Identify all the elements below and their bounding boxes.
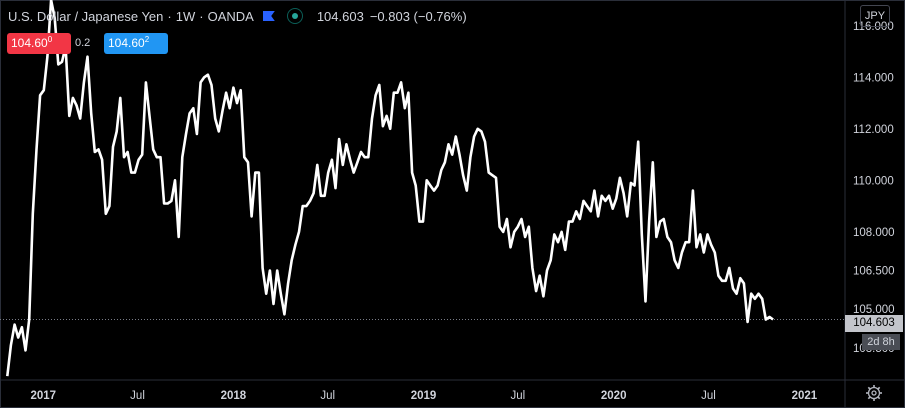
exchange-label[interactable]: OANDA: [207, 8, 254, 24]
symbol-header: U.S. Dollar / Japanese Yen · 1W · OANDA …: [8, 7, 467, 25]
currency-button[interactable]: JPY: [860, 5, 890, 27]
gear-icon[interactable]: [865, 384, 883, 402]
y-tick-label: 110.000: [853, 175, 894, 187]
separator: ·: [167, 8, 172, 24]
buy-button[interactable]: 104.602: [104, 33, 168, 54]
series-line-usdjpy: [6, 0, 774, 377]
buy-price-fraction: 2: [144, 35, 150, 44]
last-price: 104.603: [316, 8, 364, 24]
sell-price-fraction: 0: [47, 35, 53, 44]
y-tick-label: 105.000: [853, 304, 895, 316]
buy-price: 104.60: [108, 36, 145, 50]
y-tick-label: 112.000: [853, 124, 894, 136]
x-tick-label: 2020: [601, 390, 627, 402]
x-tick-label: 2019: [411, 390, 437, 402]
spread-value: 0.2: [75, 37, 91, 49]
last-price-label: 104.603: [845, 315, 903, 332]
x-tick-label: 2021: [792, 390, 818, 402]
x-tick-label: 2017: [30, 390, 56, 402]
x-tick-label: Jul: [510, 390, 525, 402]
x-tick-label: 2018: [221, 390, 247, 402]
x-tick-label: Jul: [320, 390, 335, 402]
market-status-icon[interactable]: [286, 8, 303, 24]
flag-icon[interactable]: [262, 11, 275, 21]
sell-price: 104.60: [11, 36, 48, 50]
separator: ·: [199, 8, 204, 24]
y-tick-label: 106.500: [853, 266, 895, 278]
y-tick-label: 108.000: [853, 227, 895, 239]
x-tick-label: Jul: [701, 390, 716, 402]
price-change: −0.803 (−0.76%): [369, 8, 467, 24]
sell-button[interactable]: 104.600: [7, 33, 71, 54]
symbol-name[interactable]: U.S. Dollar / Japanese Yen: [8, 8, 164, 24]
bar-countdown: 2d 8h: [862, 334, 900, 350]
x-tick-label: Jul: [130, 390, 145, 402]
interval-label[interactable]: 1W: [175, 8, 196, 24]
y-tick-label: 114.000: [853, 72, 894, 84]
